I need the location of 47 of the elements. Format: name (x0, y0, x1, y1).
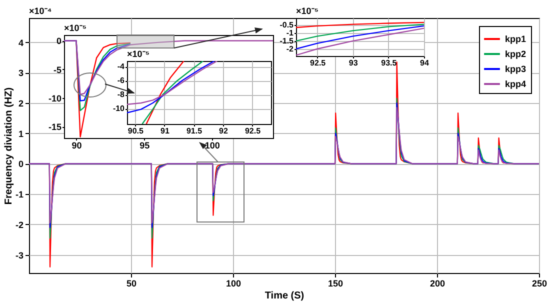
x-tick-label: 93 (348, 58, 358, 68)
y-tick-label: -1 (15, 190, 24, 200)
legend-label: kpp4 (505, 79, 526, 89)
x-tick-label: 250 (532, 278, 548, 288)
y-tick-label: -10 (112, 104, 126, 114)
y-tick-label: 2 (18, 98, 24, 108)
y-tick-label: -10 (48, 93, 62, 104)
y-tick-label: -6 (117, 76, 126, 86)
x-tick-label: 90 (72, 140, 82, 150)
y-tick-label: 4 (18, 38, 24, 48)
x-axis-title: Time (S) (264, 290, 304, 302)
y-tick-label: 1 (18, 128, 24, 139)
y-tick-label: -1.5 (280, 36, 294, 46)
y-tick-label: 0 (18, 159, 24, 170)
legend-label: kpp1 (505, 34, 526, 44)
y-tick-label: -0.5 (280, 20, 294, 30)
y-tick-label: -1 (286, 28, 294, 38)
x-tick-label: 95 (140, 140, 150, 150)
x-tick-label: 92.5 (310, 58, 326, 68)
y-tick-label: 3 (18, 68, 24, 78)
y-tick-label: -3 (15, 250, 24, 260)
x-tick-label: 93.5 (381, 58, 398, 68)
x-tick-label: 91.5 (186, 126, 203, 136)
y-tick-label: -15 (48, 122, 62, 132)
annotation: ×10⁻⁵ (64, 23, 86, 33)
y-axis-title: Frequency diviation (HZ) (4, 87, 14, 205)
x-tick-label: 94 (420, 58, 430, 68)
x-tick-label: 91 (160, 126, 170, 136)
x-tick-label: 200 (430, 278, 446, 288)
y-tick-label: -8 (117, 90, 126, 100)
x-tick-label: 100 (204, 140, 220, 150)
y-tick-label: -2 (286, 44, 294, 54)
y-tick-label: -4 (117, 62, 126, 72)
x-tick-label: 150 (328, 278, 344, 288)
text: ×10⁻⁴ (29, 6, 52, 16)
legend-label: kpp2 (505, 49, 526, 59)
legend-label: kpp3 (505, 64, 526, 74)
x-tick-label: 92.5 (244, 126, 262, 136)
y-tick-label: 0 (56, 36, 62, 46)
x-tick-label: 90.5 (128, 126, 144, 136)
y-tick-label: -5 (53, 64, 62, 75)
x-tick-label: 100 (226, 278, 242, 288)
y-tick-label: -2 (15, 220, 24, 230)
x-tick-label: 50 (126, 278, 137, 288)
annotation: ×10⁻⁵ (127, 49, 150, 59)
text: ×10⁻⁵ (296, 6, 318, 16)
x-tick-label: 92 (219, 126, 228, 136)
